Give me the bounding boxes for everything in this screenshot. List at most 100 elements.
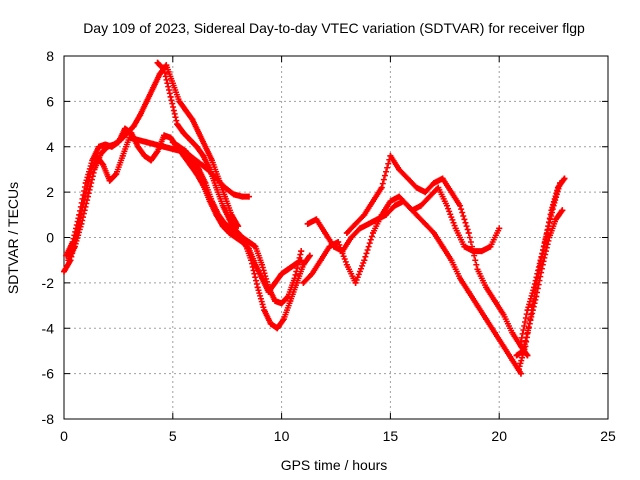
data-point (422, 189, 429, 196)
series-sat-j (513, 207, 566, 359)
data-point (396, 193, 403, 200)
data-point (343, 229, 350, 236)
data-point (452, 225, 459, 232)
data-point (500, 311, 507, 318)
data-point (404, 175, 411, 182)
data-point (430, 229, 437, 236)
data-point (176, 98, 183, 105)
data-point (317, 257, 324, 264)
data-point (326, 243, 333, 250)
data-point (76, 211, 83, 218)
data-point (180, 152, 187, 159)
data-point (137, 111, 144, 118)
data-point (291, 261, 298, 268)
data-point (187, 136, 194, 143)
data-point (141, 152, 148, 159)
data-point (298, 257, 305, 264)
data-point (387, 152, 394, 159)
data-point (161, 66, 168, 73)
x-tick-label: 15 (383, 428, 399, 444)
data-point (335, 239, 342, 246)
data-point (365, 220, 372, 227)
data-point (121, 125, 128, 132)
data-point (259, 261, 266, 268)
data-point (130, 123, 137, 130)
data-point (546, 234, 553, 241)
data-point (413, 184, 420, 191)
data-point (552, 216, 559, 223)
data-point (426, 193, 433, 200)
data-point (561, 175, 568, 182)
y-tick-label: 6 (46, 93, 54, 109)
data-point (219, 202, 226, 209)
data-point (378, 211, 385, 218)
data-point (352, 220, 359, 227)
data-point (169, 80, 176, 87)
data-point (154, 59, 161, 66)
data-marks (61, 59, 568, 377)
data-point (95, 143, 102, 150)
data-point (517, 370, 524, 377)
y-tick-label: 8 (46, 48, 54, 64)
data-point (378, 184, 385, 191)
data-point (278, 300, 285, 307)
data-point (267, 320, 274, 327)
data-point (239, 193, 246, 200)
data-point (369, 198, 376, 205)
data-point (106, 177, 113, 184)
data-point (417, 202, 424, 209)
data-point (169, 146, 176, 153)
data-point (241, 239, 248, 246)
data-point (245, 193, 252, 200)
x-axis-label: GPS time / hours (281, 457, 388, 473)
x-tick-label: 25 (600, 428, 616, 444)
data-point (134, 143, 141, 150)
data-point (202, 180, 209, 187)
data-point (404, 202, 411, 209)
data-point (500, 343, 507, 350)
y-tick-label: -4 (42, 320, 55, 336)
data-point (187, 161, 194, 168)
data-point (531, 284, 538, 291)
data-point (226, 229, 233, 236)
data-point (182, 107, 189, 114)
data-point (226, 216, 233, 223)
data-point (235, 229, 242, 236)
data-point (356, 225, 363, 232)
data-point (491, 298, 498, 305)
data-point (509, 357, 516, 364)
data-point (208, 198, 215, 205)
data-point (167, 93, 174, 100)
data-point (298, 248, 305, 255)
y-tick-labels: -8 -6 -4 -2 0 2 4 6 8 (42, 48, 55, 427)
data-point (152, 141, 159, 148)
data-point (208, 157, 215, 164)
data-point (189, 116, 196, 123)
data-point (322, 229, 329, 236)
data-point (222, 220, 229, 227)
data-point (222, 193, 229, 200)
data-point (78, 220, 85, 227)
data-point (465, 229, 472, 236)
data-point (254, 284, 261, 291)
data-point (113, 170, 120, 177)
data-point (369, 229, 376, 236)
data-point (361, 211, 368, 218)
data-point (285, 266, 292, 273)
series-sat-d (63, 125, 305, 295)
data-point (313, 216, 320, 223)
data-point (361, 257, 368, 264)
series-sat-g (300, 193, 524, 377)
data-point (559, 207, 566, 214)
y-axis-label: SDTVAR / TECUs (5, 182, 21, 294)
data-point (430, 180, 437, 187)
data-point (182, 148, 189, 155)
x-tick-label: 0 (60, 428, 68, 444)
x-tick-label: 10 (274, 428, 290, 444)
data-point (84, 193, 91, 200)
data-point (304, 220, 311, 227)
data-point (163, 62, 170, 69)
y-tick-label: -8 (42, 411, 55, 427)
chart-title: Day 109 of 2023, Sidereal Day-to-day VTE… (83, 20, 585, 36)
